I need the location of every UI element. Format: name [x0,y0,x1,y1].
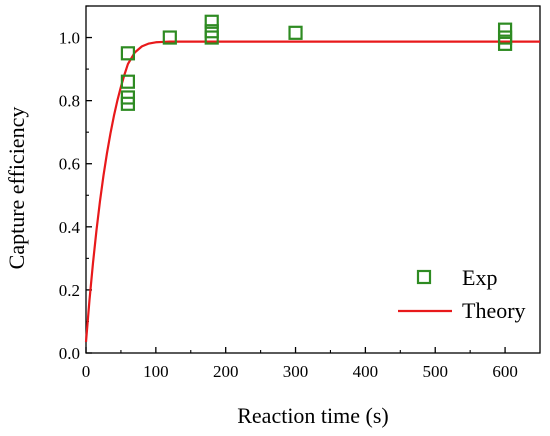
x-tick-label: 500 [422,362,448,381]
y-tick-label: 0.6 [59,155,80,174]
y-tick-label: 0.0 [59,344,80,363]
x-tick-label: 0 [82,362,91,381]
y-tick-label: 0.2 [59,281,80,300]
exp-point [120,96,136,111]
exp-point [288,25,303,40]
x-tick-label: 200 [213,362,239,381]
theory-curve [84,40,540,343]
y-tick-label: 0.8 [59,92,80,111]
exp-point [120,46,136,61]
x-tick-label: 300 [283,362,309,381]
exp-point [162,30,177,45]
exp-point [497,22,513,37]
legend-exp-marker [416,269,432,285]
y-tick-label: 0.4 [59,218,81,237]
plot-frame [85,5,541,354]
legend-exp-label: Exp [462,265,497,290]
series-layer [84,14,540,343]
exp-point [120,74,136,89]
axis-ticks: 0 100 200 300 400 500 600 0.0 0.2 0.4 0.6 0.8 1.0 [59,5,518,381]
y-tick-label: 1.0 [59,29,80,48]
x-axis-title: Reaction time (s) [237,403,389,428]
y-axis-title: Capture efficiency [4,107,29,270]
plot-border [85,5,541,354]
x-tick-label: 400 [353,362,379,381]
legend: Exp Theory [398,265,526,323]
x-tick-label: 100 [143,362,169,381]
exp-point [204,30,219,45]
exp-point [204,14,219,29]
legend-theory-label: Theory [462,298,526,323]
exp-point [497,36,513,51]
x-tick-label: 600 [492,362,518,381]
